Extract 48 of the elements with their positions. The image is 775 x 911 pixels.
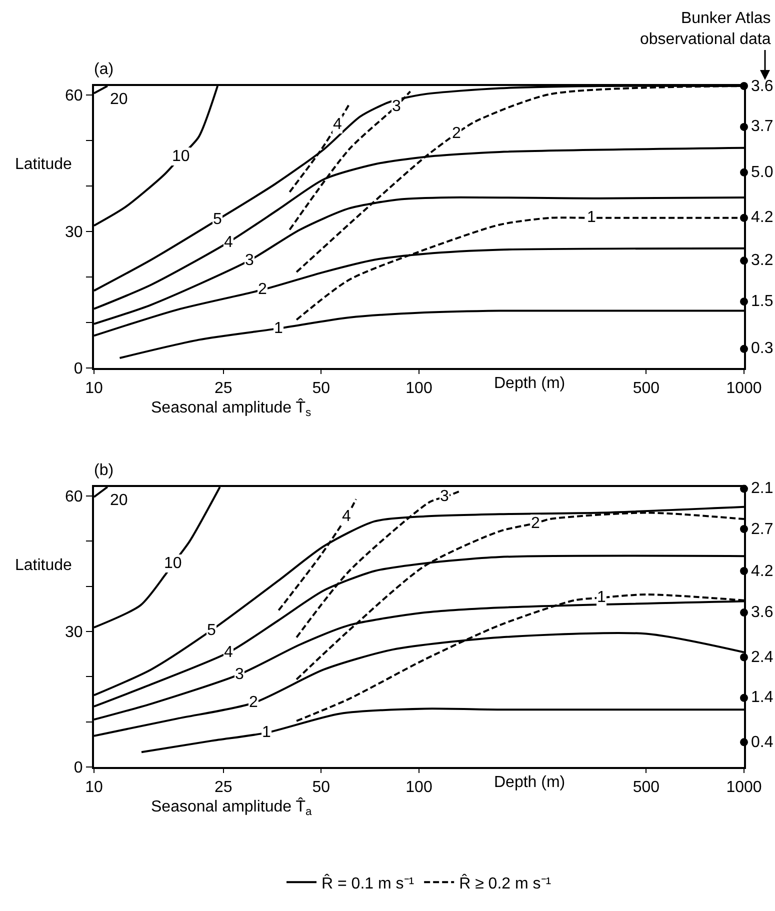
x-tick-label: 100: [406, 779, 432, 796]
annotation: 1.5: [751, 293, 774, 310]
y-tick-label: 30: [65, 624, 83, 642]
annotation: 3.6: [751, 604, 774, 621]
annotation: 3.2: [751, 252, 774, 269]
annotation: 20: [110, 91, 128, 108]
text: Seasonal amplitude T̂$_{s}$: [151, 398, 312, 420]
chart-title: (a): [94, 61, 114, 78]
x-tick-label: 100: [406, 380, 432, 398]
y-tick-label: 0: [74, 760, 83, 777]
y-tick-label: 0: [74, 360, 83, 378]
y-axis-title: Latitude: [15, 156, 72, 173]
x-axis-title: Depth (m): [494, 375, 566, 392]
annotation: 4.2: [751, 209, 774, 226]
text: Seasonal amplitude T̂$_{a}$: [151, 797, 312, 818]
annotation: 2.4: [751, 649, 774, 666]
y-tick-label: 60: [65, 88, 83, 105]
annotation: 2.7: [751, 521, 774, 538]
x-tick-label: 25: [214, 779, 232, 796]
y-tick-label: 30: [65, 224, 83, 242]
annotation: 3.6: [751, 78, 774, 95]
legend-label: R̂ = 0.1 m s⁻¹: [322, 874, 414, 892]
annotation: 2.1: [751, 480, 774, 497]
chart-title: (b): [94, 462, 114, 479]
annotation: 3.7: [751, 118, 774, 135]
x-tick-label: 500: [632, 779, 660, 796]
y-tick-label: 60: [65, 488, 83, 506]
x-tick-label: 25: [214, 380, 232, 398]
x-tick-label: 10: [85, 779, 103, 796]
annotation: 10: [172, 148, 190, 165]
annotation: 0.4: [751, 734, 774, 751]
x-axis-title: Depth (m): [494, 774, 566, 791]
y-axis-title: Latitude: [15, 557, 72, 574]
annotation: 0.3: [751, 340, 774, 357]
annotation: 20: [110, 492, 128, 509]
annotation: 1: [587, 209, 596, 226]
x-tick-label: 50: [312, 779, 330, 796]
legend-label: R̂ ≥ 0.2 m s⁻¹: [459, 874, 552, 892]
x-tick-label: 10: [85, 380, 103, 398]
x-tick-label: 1000: [726, 380, 762, 398]
x-tick-label: 50: [312, 380, 330, 398]
annotation: 4.2: [751, 563, 774, 580]
x-tick-label: 1000: [726, 779, 762, 796]
annotation: 10: [164, 555, 182, 572]
x-tick-label: 500: [632, 380, 660, 398]
annotation: 5.0: [751, 164, 774, 181]
text: Bunker Atlas observational data: [640, 10, 771, 48]
annotation: 1.4: [751, 689, 774, 706]
